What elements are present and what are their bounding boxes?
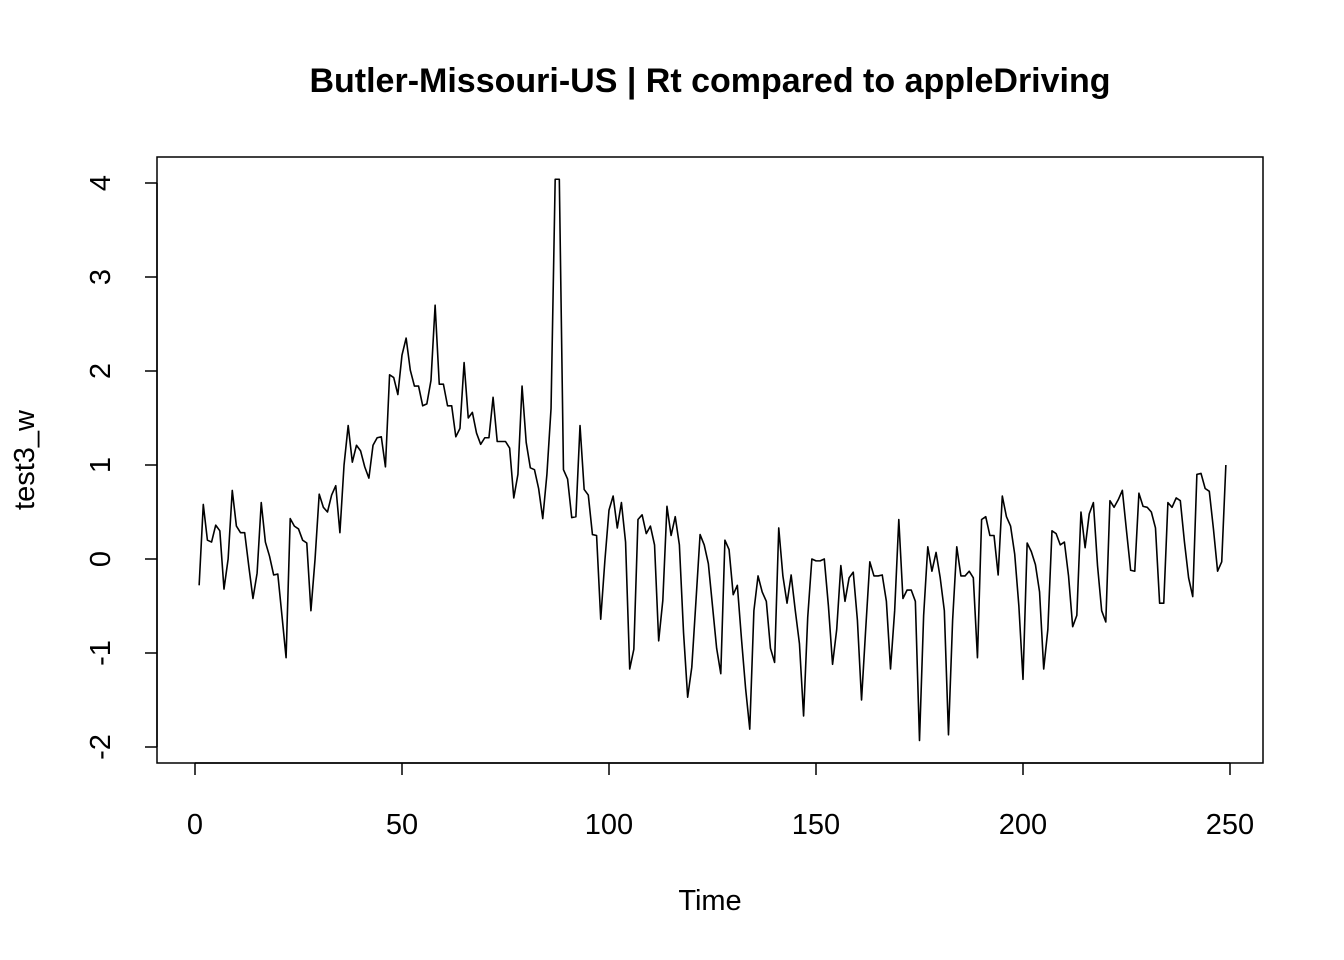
x-tick-label: 250 — [1206, 809, 1254, 841]
x-axis-label: Time — [678, 885, 741, 917]
x-tick-label: 100 — [585, 809, 633, 841]
x-tick-label: 150 — [792, 809, 840, 841]
y-tick-label: 0 — [85, 551, 117, 567]
y-tick-label: 3 — [85, 269, 117, 285]
x-tick-label: 0 — [187, 809, 203, 841]
series-line — [198, 178, 1227, 742]
plot-frame — [156, 156, 1264, 764]
y-tick-label: -1 — [85, 640, 117, 666]
chart-title: Butler-Missouri-US | Rt compared to appl… — [309, 62, 1110, 100]
y-tick-label: -2 — [85, 734, 117, 760]
x-tick-label: 200 — [999, 809, 1047, 841]
y-tick-label: 1 — [85, 457, 117, 473]
x-tick-label: 50 — [386, 809, 418, 841]
y-tick-label: 2 — [85, 363, 117, 379]
x-axis: 0 50 100 150 200 250 — [187, 762, 1254, 841]
y-axis-label: test3_w — [9, 409, 41, 510]
y-axis: -2 -1 0 1 2 3 4 — [85, 175, 158, 760]
y-tick-label: 4 — [85, 175, 117, 191]
